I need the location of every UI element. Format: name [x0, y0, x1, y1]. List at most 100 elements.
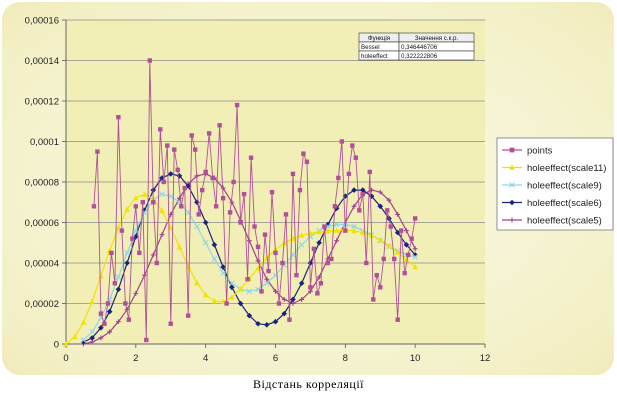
data-point	[124, 260, 130, 266]
data-point	[281, 310, 288, 317]
data-point	[357, 208, 362, 213]
data-point	[213, 204, 219, 209]
data-point	[192, 147, 198, 152]
data-point	[140, 200, 146, 205]
data-point	[290, 171, 296, 177]
legend-item: holeeffect(scale5)	[502, 216, 602, 227]
data-point	[91, 204, 97, 209]
axes: 0 0,00002 0,00004 0,00006 0,00008 0,0001 0,000…	[25, 16, 491, 365]
data-point	[262, 232, 268, 237]
data-point	[405, 252, 411, 258]
data-point	[238, 220, 243, 225]
data-point	[229, 294, 235, 300]
data-point	[102, 321, 107, 326]
data-point	[412, 216, 418, 221]
data-point	[105, 301, 111, 306]
data-point	[123, 301, 128, 306]
data-point	[343, 228, 348, 233]
data-point	[273, 250, 278, 256]
y-tick-label: 0,0001	[30, 137, 59, 148]
data-point	[189, 133, 194, 138]
data-point	[316, 229, 322, 235]
data-point	[98, 273, 104, 279]
data-point	[298, 280, 305, 287]
data-point	[316, 274, 322, 280]
data-point	[116, 115, 121, 120]
data-point	[186, 313, 191, 318]
data-point	[229, 284, 235, 291]
data-point	[182, 185, 187, 191]
data-point	[325, 221, 331, 228]
data-point	[342, 193, 349, 199]
data-point	[141, 191, 148, 197]
data-point	[217, 123, 222, 128]
data-point	[290, 296, 296, 303]
data-point	[368, 193, 375, 199]
y-tick-label: 0,00002	[25, 299, 59, 310]
data-point	[351, 227, 357, 234]
data-point	[403, 256, 410, 263]
data-point	[283, 212, 289, 217]
table-cell-text: holeeffect	[361, 53, 388, 60]
data-point	[179, 204, 184, 209]
y-tick-label: 0,00006	[25, 218, 59, 229]
data-point	[237, 300, 244, 307]
y-tick-label: 0,00008	[25, 178, 59, 189]
data-point	[304, 159, 310, 164]
data-point	[161, 179, 166, 185]
data-point	[168, 321, 173, 326]
data-point	[264, 276, 270, 282]
data-point	[359, 187, 366, 193]
data-point	[112, 281, 118, 286]
data-point	[311, 246, 317, 252]
data-point	[294, 272, 299, 278]
data-point	[402, 270, 407, 276]
data-point	[263, 280, 270, 287]
data-point	[404, 228, 409, 233]
data-point	[336, 175, 341, 181]
x-tick-label: 6	[273, 353, 278, 364]
data-point	[176, 173, 183, 179]
data-point	[98, 335, 104, 341]
data-point	[159, 175, 165, 181]
data-point	[202, 291, 209, 298]
data-point	[381, 256, 386, 262]
table-cell	[398, 50, 475, 61]
data-point	[168, 212, 174, 217]
data-point	[211, 256, 218, 262]
data-point	[202, 239, 209, 246]
data-point	[115, 286, 122, 293]
data-point	[403, 241, 410, 248]
data-point	[298, 232, 305, 238]
data-point	[351, 203, 357, 209]
data-point	[374, 272, 379, 278]
legend-label: points	[527, 146, 553, 157]
data-point	[144, 337, 149, 343]
data-point	[80, 339, 87, 345]
series-points	[91, 58, 418, 343]
data-point	[272, 318, 279, 325]
data-point	[298, 241, 305, 248]
data-point	[287, 317, 292, 322]
data-point	[194, 223, 200, 230]
data-point	[80, 319, 87, 325]
data-point	[210, 175, 215, 181]
data-point	[394, 249, 401, 255]
legend-swatch-marker	[509, 164, 515, 170]
grid	[66, 19, 485, 304]
data-point	[175, 167, 180, 173]
data-point	[220, 270, 226, 276]
data-point	[412, 246, 418, 252]
data-point	[353, 155, 359, 160]
data-point	[359, 229, 366, 235]
data-point	[351, 223, 357, 230]
table-cell-text: Значення с.к.р.	[415, 35, 459, 42]
data-point	[115, 319, 121, 325]
data-point	[109, 250, 114, 256]
data-point	[234, 102, 240, 108]
data-point	[89, 298, 95, 304]
legend-label: holeeffect(scale11)	[527, 163, 606, 174]
data-point	[154, 260, 159, 266]
legend-swatch-marker	[509, 147, 515, 153]
